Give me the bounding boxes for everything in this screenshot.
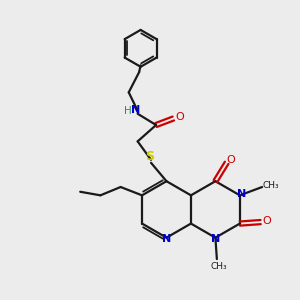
Text: S: S	[145, 150, 154, 163]
Text: O: O	[175, 112, 184, 122]
Text: CH₃: CH₃	[210, 262, 227, 271]
Text: H: H	[124, 106, 132, 116]
Text: N: N	[237, 189, 246, 199]
Text: N: N	[162, 234, 171, 244]
Text: O: O	[226, 155, 235, 165]
Text: N: N	[211, 234, 220, 244]
Text: CH₃: CH₃	[262, 181, 279, 190]
Text: O: O	[262, 216, 271, 226]
Text: N: N	[131, 105, 140, 115]
